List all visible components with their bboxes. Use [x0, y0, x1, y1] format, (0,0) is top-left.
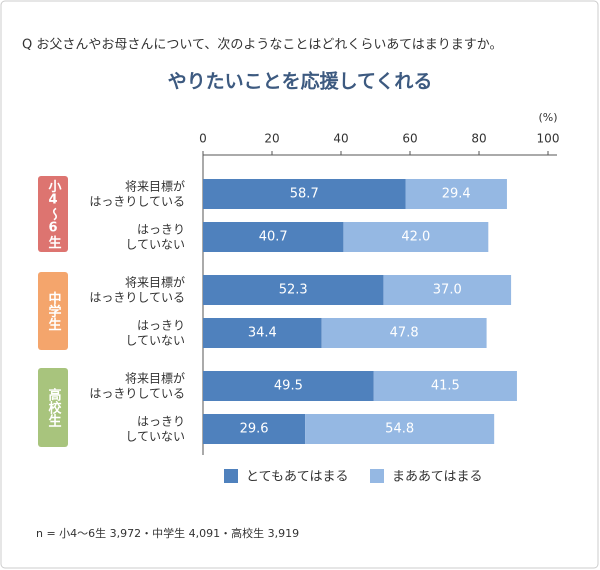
legend-label: まああてはまる [392, 470, 482, 485]
note: n = 小4～6生 3,972・中学生 4,091・高校生 3,919 [36, 526, 299, 540]
x-tick-label: 20 [264, 132, 279, 146]
chart-title: やりたいことを応援してくれる [168, 70, 433, 93]
legend-swatch [370, 469, 384, 483]
question: Q お父さんやお母さんについて、次のようなことはどれくらいあてはまりますか。 [22, 37, 503, 53]
axis-unit: (%) [538, 111, 557, 124]
group-box [38, 176, 68, 252]
data-label: 49.5 [274, 379, 303, 394]
data-label: 58.7 [290, 187, 319, 202]
bar-segment [343, 222, 489, 252]
bar-segment [203, 414, 306, 444]
data-label: 29.6 [240, 422, 269, 437]
row-label: はっきりしていない [125, 414, 185, 443]
bar-segment [383, 275, 512, 305]
data-label: 37.0 [433, 283, 462, 298]
bar-segment [305, 414, 495, 444]
data-label: 47.8 [390, 326, 419, 341]
data-label: 41.5 [431, 379, 460, 394]
x-tick-label: 40 [333, 132, 348, 146]
data-label: 29.4 [442, 187, 471, 202]
data-label: 34.4 [248, 326, 277, 341]
group-label: 小4～6生 [46, 180, 62, 249]
bar-segment [203, 179, 406, 209]
x-tick-label: 100 [537, 132, 560, 146]
group-label: 中学生 [46, 291, 62, 331]
bar-segment [203, 318, 322, 348]
x-tick-label: 60 [402, 132, 417, 146]
group-box [38, 368, 68, 447]
bar-segment [373, 371, 517, 401]
x-tick-label: 80 [471, 132, 486, 146]
row-label: 将来目標がはっきりしている [89, 178, 185, 208]
data-label: 40.7 [259, 230, 288, 245]
bar-segment [321, 318, 487, 348]
data-label: 52.3 [279, 283, 308, 298]
group-box [38, 272, 68, 350]
bar-segment [405, 179, 507, 209]
x-tick-label: 0 [199, 132, 207, 146]
legend-label: とてもあてはまる [246, 470, 348, 485]
data-label: 42.0 [401, 230, 430, 245]
data-label: 54.8 [385, 422, 414, 437]
row-label: はっきりしていない [125, 222, 185, 251]
bar-segment [203, 371, 374, 401]
row-label: 将来目標がはっきりしている [89, 370, 185, 400]
row-label: 将来目標がはっきりしている [89, 274, 185, 304]
row-label: はっきりしていない [125, 318, 185, 347]
group-label: 高校生 [46, 387, 62, 427]
bar-segment [203, 275, 384, 305]
legend-swatch [224, 469, 238, 483]
bar-segment [203, 222, 344, 252]
